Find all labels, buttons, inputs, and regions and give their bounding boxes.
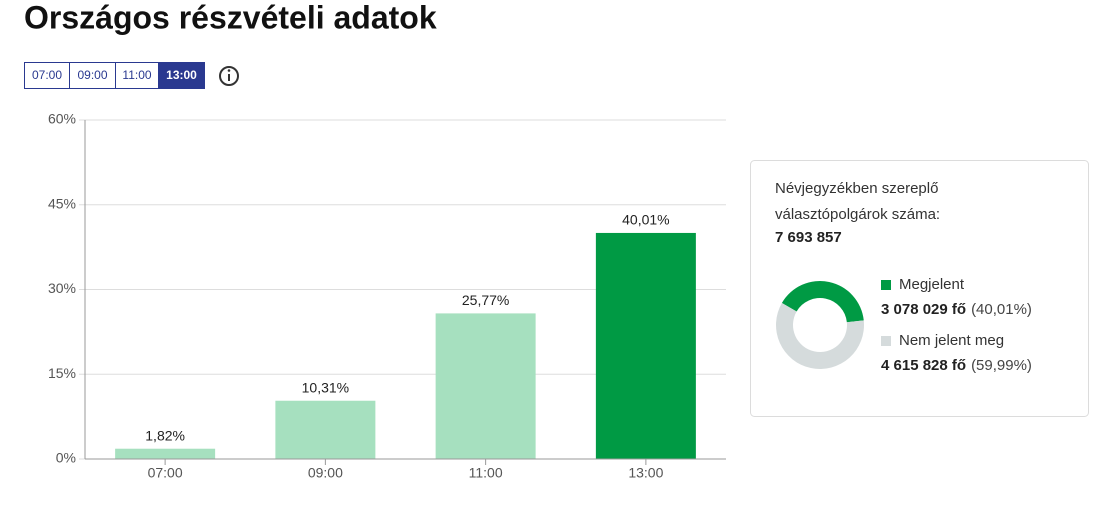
y-tick-label: 15% bbox=[48, 365, 76, 381]
time-button-label: 11:00 bbox=[122, 68, 151, 82]
value-label: 25,77% bbox=[462, 292, 509, 308]
time-button-label: 13:00 bbox=[166, 68, 197, 82]
page-title: Országos részvételi adatok bbox=[24, 0, 437, 35]
legend-label: Megjelent bbox=[899, 276, 965, 293]
panel-title-box: Névjegyzékben szereplő választópolgárok … bbox=[775, 180, 941, 223]
time-button-label: 07:00 bbox=[32, 68, 62, 82]
donut-slice bbox=[776, 303, 864, 370]
bar bbox=[275, 400, 376, 459]
legend-swatch bbox=[881, 336, 891, 346]
legend-count: 3 078 029 fő bbox=[881, 301, 966, 318]
x-tick-label: 07:00 bbox=[148, 465, 183, 481]
info-icon[interactable] bbox=[219, 66, 239, 86]
x-tick-label: 09:00 bbox=[308, 465, 343, 481]
time-button[interactable] bbox=[158, 62, 205, 89]
y-tick-label: 60% bbox=[48, 111, 76, 127]
value-label: 40,01% bbox=[622, 212, 669, 228]
time-button[interactable] bbox=[24, 62, 70, 89]
time-button-label: 09:00 bbox=[77, 68, 107, 82]
info-icon-dot bbox=[227, 69, 231, 72]
value-label: 1,82% bbox=[145, 427, 185, 443]
time-button[interactable] bbox=[115, 62, 159, 89]
bar bbox=[115, 448, 216, 459]
y-tick-label: 45% bbox=[48, 195, 76, 211]
bar bbox=[435, 313, 536, 459]
value-label: 10,31% bbox=[302, 379, 349, 395]
legend-label: Nem jelent meg bbox=[899, 332, 1004, 349]
panel-total: 7 693 857 bbox=[775, 229, 842, 246]
x-tick-label: 11:00 bbox=[469, 465, 503, 481]
legend-swatch bbox=[881, 280, 891, 290]
panel-title: Névjegyzékben szereplő választópolgárok … bbox=[775, 180, 941, 223]
bar bbox=[595, 232, 696, 459]
legend-count: 4 615 828 fő bbox=[881, 357, 966, 374]
y-tick-label: 30% bbox=[48, 280, 76, 296]
y-tick-label: 0% bbox=[56, 450, 76, 466]
legend-percent: (40,01%) bbox=[971, 301, 1032, 318]
x-tick-label: 13:00 bbox=[628, 465, 663, 481]
legend-percent: (59,99%) bbox=[971, 357, 1032, 374]
donut-slice bbox=[781, 281, 864, 323]
